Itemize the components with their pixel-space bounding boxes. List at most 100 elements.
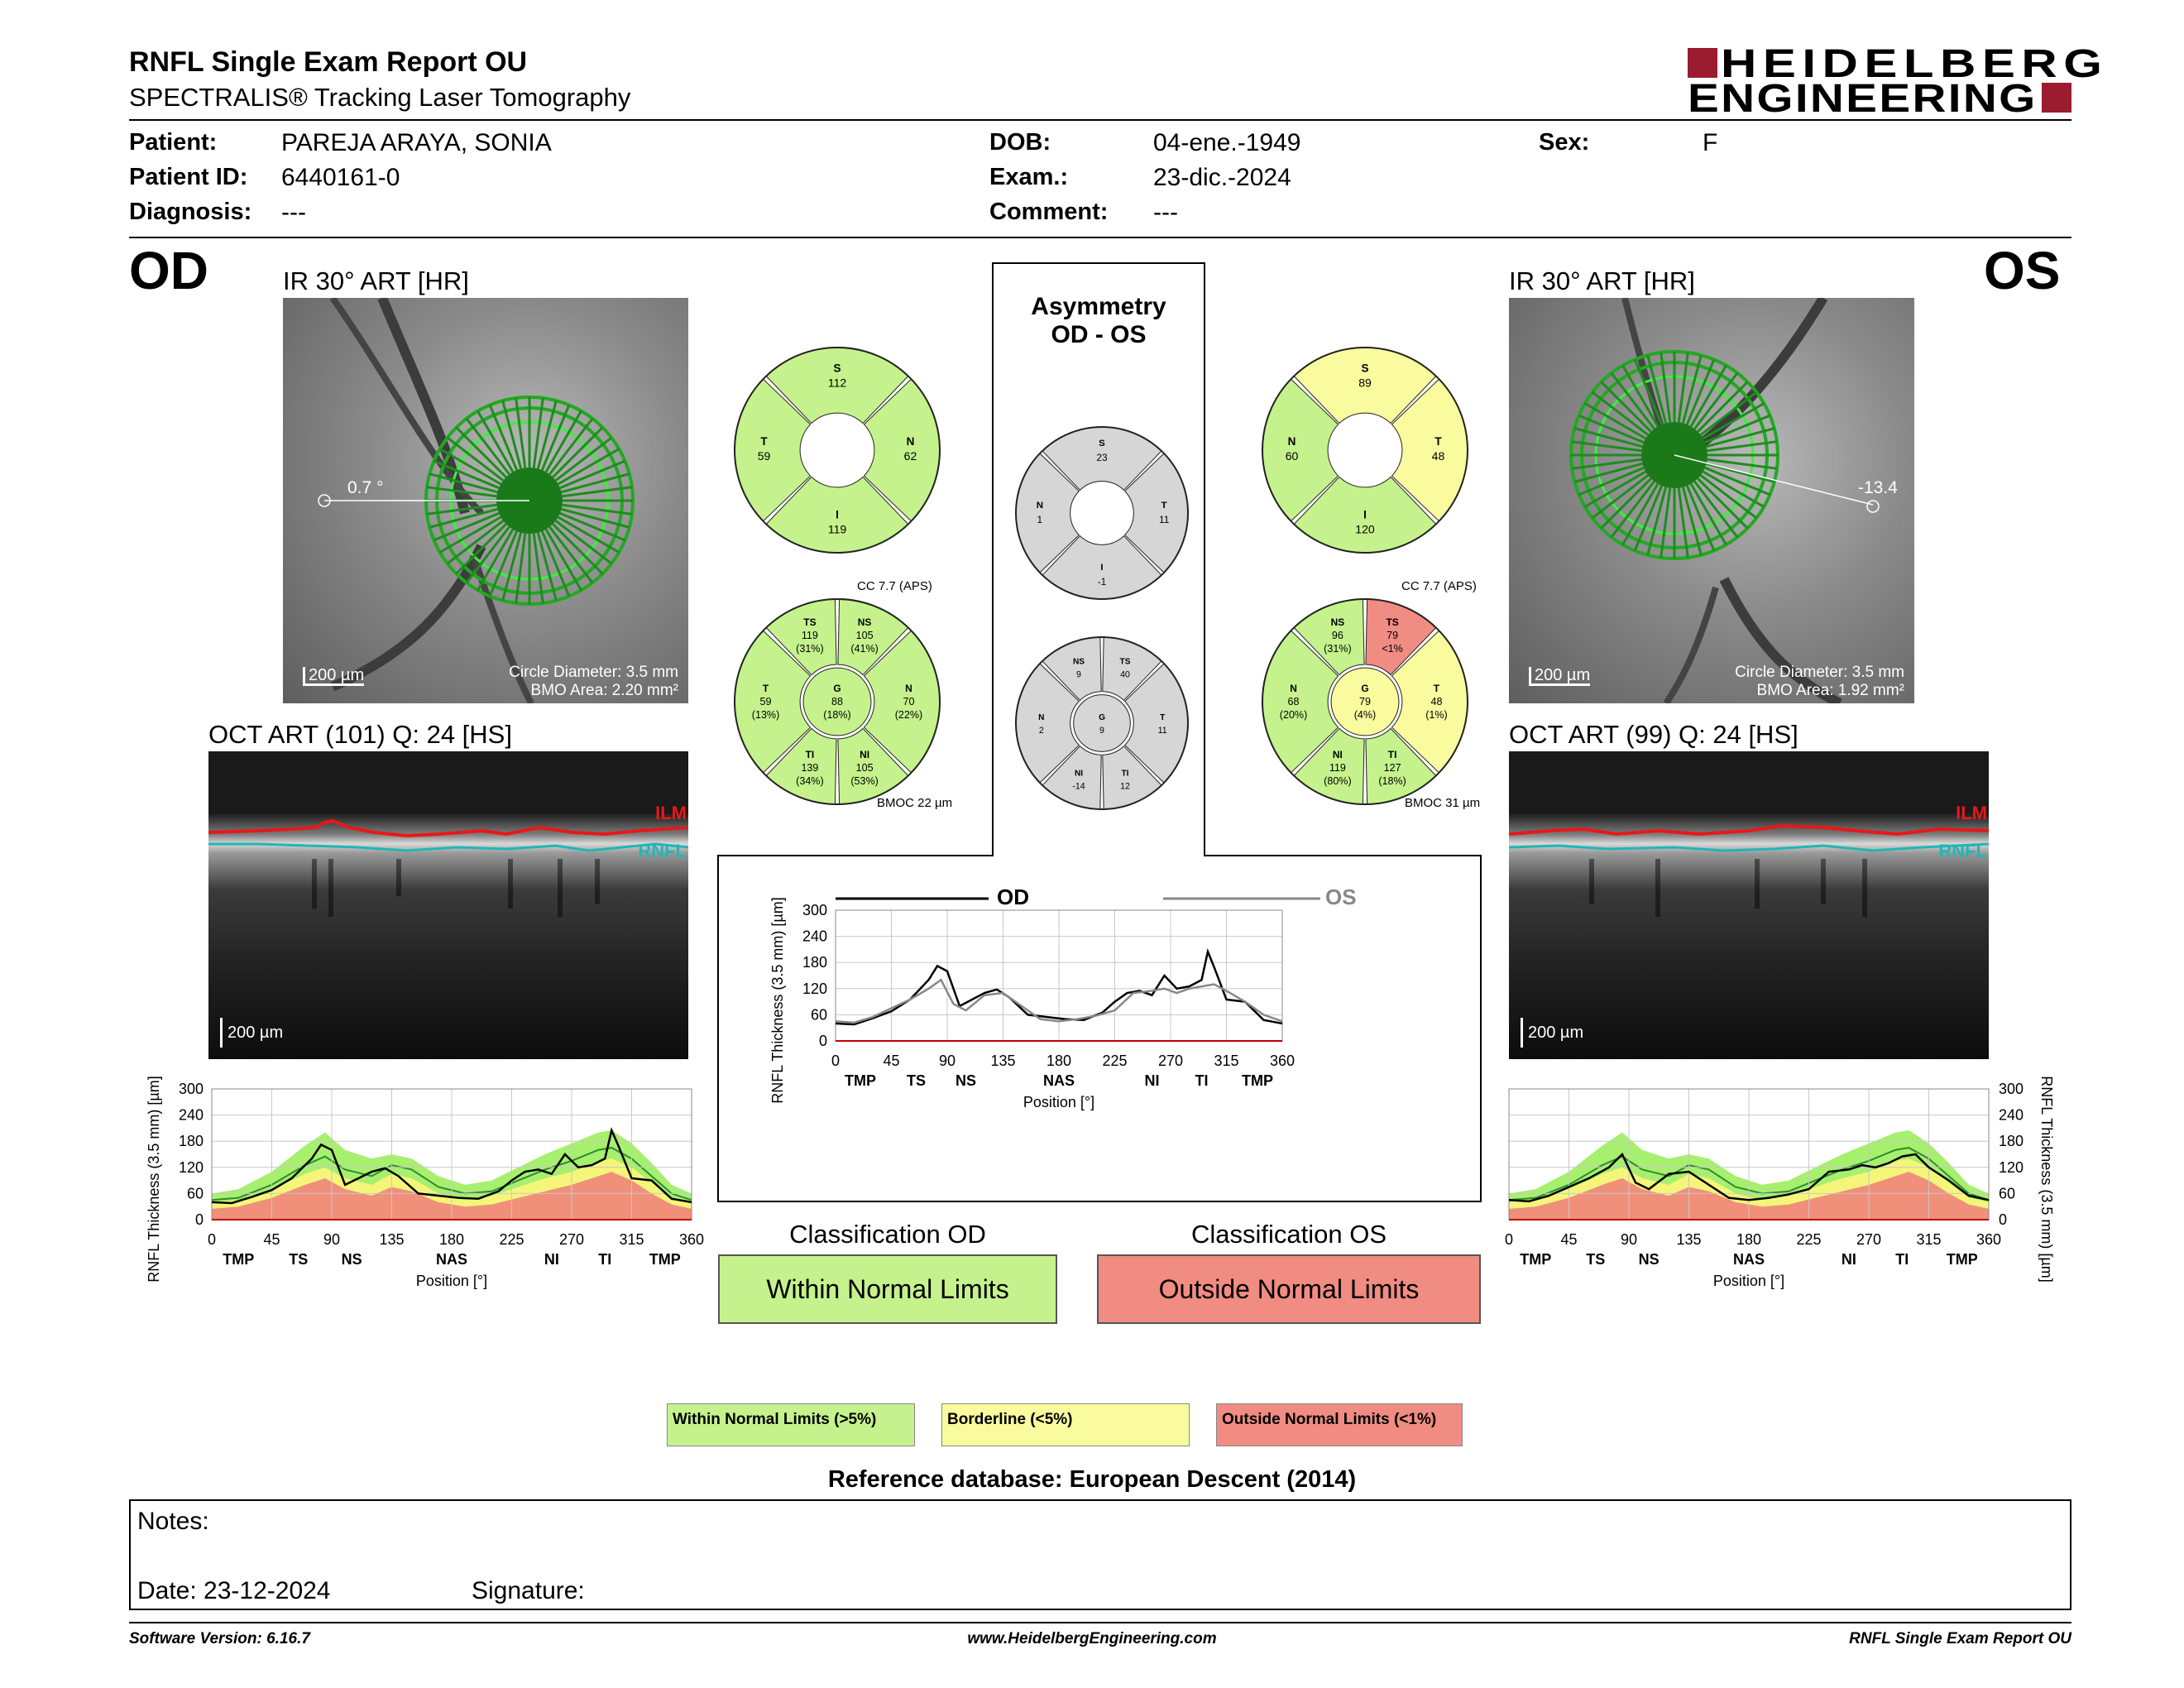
os-classification-title: Classification OS	[1190, 1220, 1387, 1249]
sector-label: TMP	[1947, 1251, 1978, 1268]
y-tick-label: 60	[187, 1185, 204, 1201]
wheel-value-NI: 119	[1329, 762, 1346, 774]
y-tick-label: 240	[1999, 1107, 2024, 1124]
od-classification-title: Classification OD	[789, 1220, 986, 1249]
x-tick-label: 0	[208, 1231, 216, 1248]
x-tick-label: 90	[323, 1231, 340, 1248]
x-tick-label: 180	[1736, 1231, 1761, 1248]
x-tick-label: 225	[1796, 1231, 1821, 1248]
y-tick-label: 60	[811, 1006, 827, 1023]
x-tick-label: 315	[1214, 1053, 1238, 1069]
od-six-sector-wheel: TS119(31%)NS105(41%)N70(22%)NI105(53%)TI…	[734, 598, 941, 805]
od-bmoc-label: BMOC 22 µm	[877, 796, 953, 810]
header-rule	[129, 119, 2071, 121]
wheel-value-S: 112	[828, 376, 847, 390]
wheel-value-NS: 105	[856, 630, 874, 641]
wheel-value-T: 48	[1430, 696, 1442, 707]
y-axis-label: RNFL Thickness (3.5 mm) [µm]	[769, 897, 786, 1103]
wheel-value-NI: 105	[856, 762, 874, 774]
wheel-label-NS: NS	[858, 616, 872, 628]
od-oct-title: OCT ART (101) Q: 24 [HS]	[208, 720, 512, 749]
sector-label: NAS	[436, 1251, 467, 1268]
dob-label: DOB:	[989, 129, 1051, 156]
series-OD	[211, 1127, 692, 1205]
os-four-sector-wheel: S89 T48 I 120 N60	[1262, 347, 1468, 554]
od-fundus-scale: 200 µm	[303, 667, 365, 686]
wheel-label-I: I	[1100, 563, 1103, 573]
os-oct-scale: 200 µm	[1521, 1018, 1583, 1048]
wheel-label-T: T	[1434, 683, 1440, 694]
wheel-value-TS: 79	[1387, 630, 1398, 641]
wheel-label-T: T	[1161, 501, 1167, 511]
asymmetry-title-2: OD - OS	[1051, 321, 1147, 348]
wheel-label-T: T	[1160, 713, 1166, 722]
os-ir-title: IR 30° ART [HR]	[1509, 266, 1695, 295]
od-fundus-image: 0.7 ° 200 µm Circle Diameter: 3.5 mm BMO…	[283, 298, 688, 703]
wheel-value-N: 2	[1039, 726, 1044, 736]
sector-label: TMP	[1520, 1251, 1551, 1268]
wheel-value-N: 62	[904, 449, 917, 463]
heidelberg-logo: HEIDELBERG ENGINEERING	[1688, 42, 2102, 121]
wheel-value-T: 11	[1158, 726, 1167, 736]
od-circle-diameter: Circle Diameter: 3.5 mm	[509, 664, 678, 681]
wheel-value-T: 59	[760, 696, 772, 707]
wheel-outline	[734, 347, 941, 554]
wheel-label-NS: NS	[1073, 657, 1085, 666]
wheel-value-NS: 9	[1076, 669, 1081, 679]
os-fundus-overlay	[1569, 298, 1880, 703]
wheel-value-G: 79	[1359, 696, 1371, 707]
wheel-value-G: 88	[831, 696, 843, 707]
y-tick-label: 300	[802, 902, 827, 918]
patient-label: Patient:	[129, 129, 218, 156]
wheel-value-S: 89	[1358, 376, 1372, 390]
wheel-label-N: N	[1290, 683, 1297, 694]
wheel-pct-TI: (34%)	[796, 775, 823, 787]
wheel-label-N: N	[907, 435, 915, 448]
x-tick-label: 90	[1621, 1231, 1637, 1248]
x-axis-label: Position [°]	[1023, 1094, 1094, 1110]
comment-value: ---	[1153, 199, 1178, 226]
sector-label: TMP	[845, 1072, 876, 1089]
x-tick-label: 135	[379, 1231, 404, 1248]
notes-box: Notes: Date: 23-12-2024 Signature:	[129, 1499, 2071, 1610]
wheel-sector-G	[1330, 667, 1400, 736]
patient-id-label: Patient ID:	[129, 164, 248, 190]
wheel-label-T: T	[1434, 435, 1442, 448]
od-classification-box: Within Normal Limits	[718, 1254, 1057, 1324]
sector-label: TS	[1586, 1251, 1605, 1268]
wheel-value-TS: 40	[1120, 669, 1130, 679]
asymmetry-six-sector-wheel: NS 9 TS 40 T 11 TI 12 NI -14 N 2 G 9	[1015, 636, 1189, 810]
od-ilm-label: ILM	[655, 803, 687, 823]
wheel-value-N: 1	[1037, 514, 1043, 525]
od-tsnit-chart: 0 60 120 180 240 300 0 45 90 135 180 225 270 315 360 TM…	[146, 1076, 704, 1289]
wheel-outline	[1262, 598, 1468, 805]
y-tick-label: 0	[1999, 1211, 2007, 1228]
wheel-value-I: -1	[1098, 576, 1107, 587]
wheel-value-TI: 139	[801, 762, 818, 774]
wheel-value-N: 60	[1286, 449, 1299, 463]
od-oct-scale: 200 µm	[220, 1018, 283, 1048]
x-tick-label: 315	[619, 1231, 644, 1248]
wheel-label-T: T	[763, 683, 769, 694]
wheel-label-NI: NI	[860, 749, 869, 760]
wheel-value-NI: -14	[1072, 782, 1085, 792]
x-tick-label: 180	[1046, 1053, 1071, 1069]
y-tick-label: 300	[179, 1081, 204, 1097]
os-oct-image: ILM RNFL 200 µm	[1509, 751, 1989, 1059]
od-ir-title: IR 30° ART [HR]	[283, 266, 469, 295]
patient-id-value: 6440161-0	[281, 164, 400, 191]
wheel-pct-NI: (53%)	[850, 775, 878, 787]
od-angle-label: 0.7 °	[347, 478, 384, 497]
y-tick-label: 300	[1999, 1081, 2024, 1097]
wheel-label-I: I	[836, 508, 839, 520]
x-tick-label: 225	[1102, 1053, 1127, 1069]
os-fundus-image: -13.4 200 µm Circle Diameter: 3.5 mm BMO…	[1509, 298, 1914, 703]
od-rnfl-label: RNFL	[638, 841, 687, 861]
y-axis-label: RNFL Thickness (3.5 mm) [µm]	[146, 1076, 162, 1282]
wheel-label-G: G	[1361, 683, 1368, 694]
footer-report-name: RNFL Single Exam Report OU	[1849, 1630, 2071, 1647]
sector-label: TMP	[223, 1251, 254, 1268]
wheel-pct-N: (20%)	[1280, 709, 1307, 721]
os-oct-title: OCT ART (99) Q: 24 [HS]	[1509, 720, 1798, 749]
